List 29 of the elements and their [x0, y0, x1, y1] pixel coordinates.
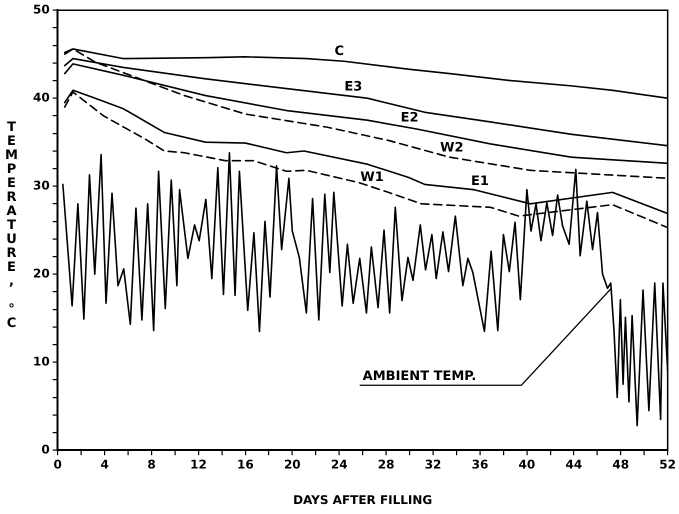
x-tick-label: 12 — [190, 458, 207, 472]
y-tick-label: 30 — [32, 178, 50, 192]
x-tick-label: 32 — [424, 458, 442, 472]
x-tick-label: 16 — [237, 458, 254, 472]
series-label: W1 — [360, 170, 384, 185]
y-tick-label: 40 — [32, 90, 50, 104]
x-tick-label: 40 — [518, 458, 536, 472]
x-tick-label: 0 — [54, 458, 62, 472]
x-tick-label: 8 — [147, 458, 156, 472]
series-label: E1 — [471, 174, 489, 190]
x-tick-label: 28 — [378, 458, 394, 472]
x-tick-label: 20 — [284, 458, 301, 472]
series-label: E3 — [344, 79, 362, 94]
annotation: AMBIENT TEMP. — [362, 369, 476, 384]
x-axis-title: DAYS AFTER FILLING — [293, 492, 432, 507]
x-tick-label: 24 — [330, 458, 348, 472]
x-tick-label: 44 — [565, 458, 582, 472]
y-tick-label: 10 — [32, 354, 50, 368]
y-tick-label: 50 — [32, 2, 50, 16]
x-tick-label: 36 — [472, 458, 488, 472]
y-tick-label: 20 — [32, 266, 50, 280]
y-axis-title: TEMPERATURE, °C — [4, 120, 19, 330]
series-label: W2 — [440, 140, 464, 156]
x-tick-label: 48 — [612, 458, 630, 472]
series-label: C — [334, 44, 344, 59]
y-tick-label: 0 — [41, 442, 50, 456]
x-tick-label: 4 — [100, 458, 109, 472]
x-tick-label: 52 — [659, 458, 676, 472]
series-label: E2 — [400, 110, 419, 126]
